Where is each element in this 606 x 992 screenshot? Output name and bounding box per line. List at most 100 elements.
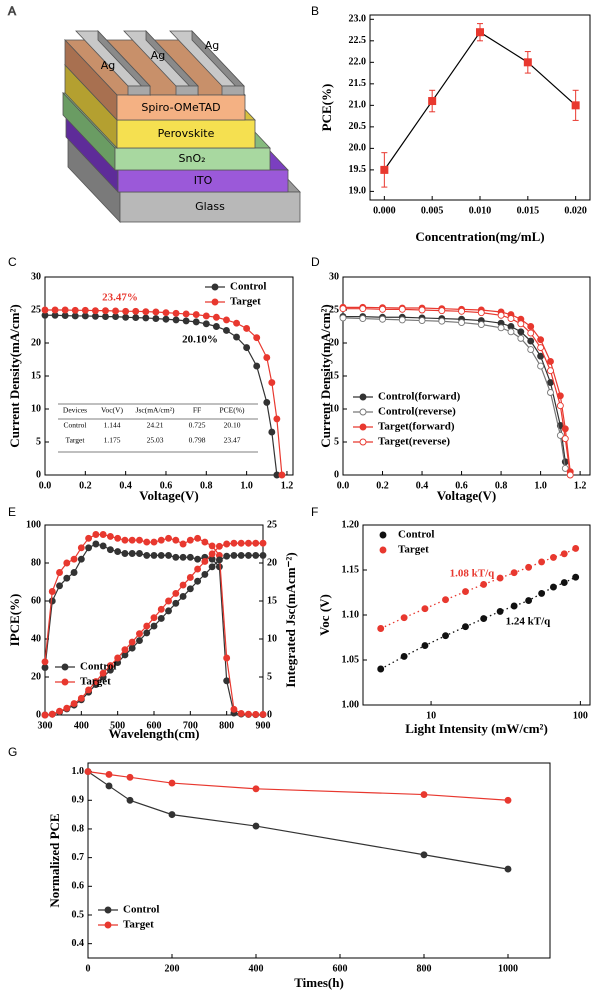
marker [245, 539, 252, 547]
marker [102, 307, 109, 315]
marker [157, 536, 165, 544]
y-tick-label: 80 [31, 557, 41, 568]
marker [136, 550, 143, 557]
marker [400, 652, 408, 660]
marker [186, 573, 194, 581]
marker [359, 305, 367, 313]
marker [136, 536, 143, 544]
y-axis-label: IPCE(%) [7, 594, 22, 647]
marker [179, 592, 187, 600]
series-line [343, 316, 566, 462]
x-tick-label: 0.015 [517, 205, 540, 216]
legend-label: Control(forward) [378, 391, 461, 403]
x-tick-label: 0 [86, 963, 91, 974]
marker [85, 534, 93, 542]
marker [507, 328, 515, 336]
table-header: Voc(V) [101, 406, 123, 415]
y-tick-label: 25 [31, 304, 41, 315]
marker [504, 865, 512, 873]
marker [121, 536, 129, 544]
x-tick-label: 0.4 [119, 480, 132, 491]
marker [527, 329, 535, 337]
marker [152, 308, 160, 316]
marker [462, 623, 469, 631]
marker [106, 546, 114, 554]
x-tick-label: 1.0 [240, 480, 253, 491]
x-tick-label: 0.005 [421, 205, 444, 216]
marker [162, 309, 170, 317]
marker [81, 306, 89, 314]
x-tick-label: 0.0 [337, 480, 350, 491]
marker [377, 625, 385, 632]
marker [458, 319, 466, 326]
marker [106, 532, 114, 540]
y-tick-label: 5 [36, 436, 41, 447]
marker [223, 327, 230, 334]
marker [136, 637, 143, 644]
marker [497, 311, 505, 319]
table-cell: Control [64, 421, 87, 430]
x-tick-label: 700 [183, 720, 198, 731]
marker [538, 558, 546, 566]
marker [85, 686, 93, 694]
marker [517, 320, 525, 328]
y-tick-label: 0.6 [72, 881, 85, 892]
y-tick-label: 15 [329, 370, 339, 381]
annotation: 20.10% [182, 334, 218, 346]
marker [223, 316, 230, 324]
y-tick-label: 1.0 [72, 766, 85, 777]
marker [114, 534, 122, 542]
y-tick-label: 0 [36, 469, 41, 480]
marker [172, 309, 180, 317]
marker [172, 536, 180, 544]
legend-label: Target [123, 919, 154, 931]
marker [571, 101, 580, 110]
marker [263, 354, 271, 361]
x-axis-label: Concentration(mg/mL) [415, 229, 544, 244]
marker [41, 664, 49, 671]
y-tick-label: 15 [31, 370, 41, 381]
marker [538, 589, 546, 597]
marker [215, 542, 223, 550]
marker [77, 544, 85, 552]
marker [253, 334, 261, 342]
marker [41, 306, 49, 314]
marker [61, 306, 69, 314]
electrode-label: Ag [205, 39, 220, 52]
marker [179, 553, 187, 561]
x-tick-label: 0.000 [373, 205, 396, 216]
marker [99, 542, 107, 550]
marker [157, 551, 165, 559]
marker [476, 28, 484, 37]
marker [126, 773, 134, 781]
y-tick-label: 1.00 [342, 699, 360, 710]
marker [85, 544, 93, 552]
marker [398, 305, 406, 313]
x-tick-label: 900 [256, 720, 271, 731]
marker [126, 796, 134, 804]
marker [230, 539, 238, 547]
x-tick-label: 0.020 [564, 205, 587, 216]
marker [106, 662, 114, 670]
marker [70, 555, 78, 563]
y2-tick-label: 10 [267, 633, 277, 644]
marker [128, 536, 136, 544]
marker [572, 544, 580, 552]
marker [525, 597, 533, 605]
marker [379, 315, 386, 323]
marker [510, 602, 518, 610]
y-tick-label: 23.0 [349, 14, 367, 25]
marker [112, 313, 120, 321]
y-tick-label: 100 [26, 519, 41, 530]
marker [179, 581, 187, 589]
marker [150, 622, 158, 630]
x-tick-label: 200 [165, 963, 180, 974]
annotation: 23.47% [102, 292, 138, 304]
marker [517, 334, 525, 342]
marker [41, 711, 49, 719]
y-axis-label: Current Density(mA/cm²) [7, 304, 22, 447]
marker [418, 317, 426, 325]
marker [252, 539, 260, 547]
y-axis-label: PCE(%) [319, 84, 334, 132]
marker [51, 306, 59, 314]
